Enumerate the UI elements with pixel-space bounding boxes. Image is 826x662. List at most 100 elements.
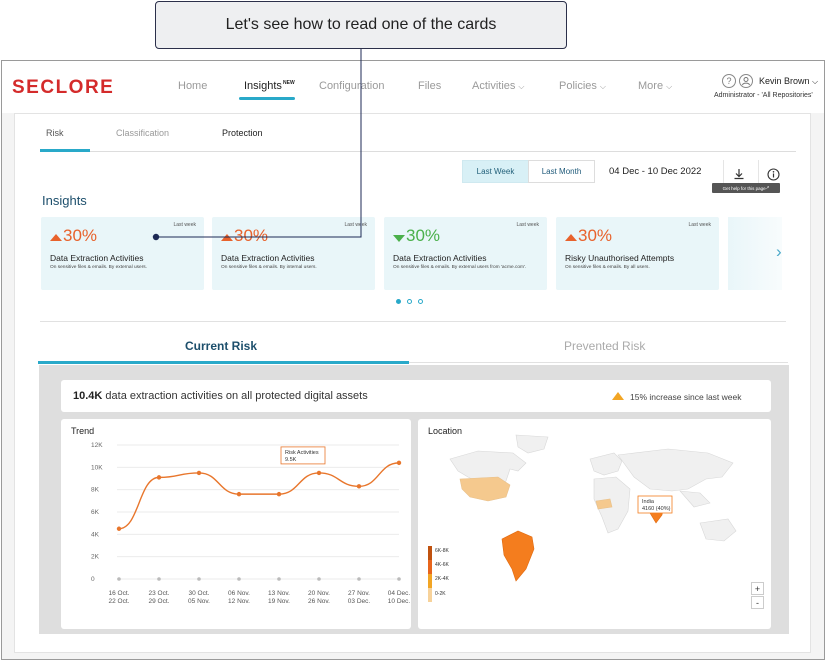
card-subtitle: On sensitive files & emails. By external…: [393, 265, 527, 270]
summary-description: data extraction activities on all protec…: [105, 390, 368, 402]
chart-tooltip-value: 9.5K: [285, 457, 297, 463]
risk-panel: 10.4K data extraction activities on all …: [39, 365, 789, 634]
carousel-dot[interactable]: [407, 299, 412, 304]
region-low[interactable]: [595, 498, 613, 510]
nav-more[interactable]: More ⌵: [638, 80, 672, 92]
carousel-dot[interactable]: [396, 299, 401, 304]
top-navigation: SECLORE Home Insights NEW Configuration …: [2, 61, 824, 113]
nav-configuration[interactable]: Configuration: [319, 80, 385, 92]
trend-panel: Trend 0 2K 4K 6K 8K 10K 12K 16 Oct. 22 Oct. 23 Oc…: [61, 419, 411, 629]
nav-home[interactable]: Home: [178, 80, 208, 92]
y-tick-label: 4K: [91, 531, 100, 538]
card-change: 30%: [406, 226, 441, 245]
x-tick-label: 27 Nov.: [348, 590, 370, 597]
map-tooltip: [637, 495, 673, 514]
insight-card-partial: [728, 217, 782, 290]
download-icon[interactable]: [723, 160, 753, 188]
x-tick-label: 04 Dec.: [388, 590, 411, 597]
trend-chart: 0 2K 4K 6K 8K 10K 12K 16 Oct.22 Oct. 23 Oct.29 O…: [91, 442, 411, 605]
x-tick-label: 20 Nov.: [308, 590, 330, 597]
x-tick-label: 23 Oct.: [149, 590, 170, 597]
nav-policies[interactable]: Policies ⌵: [559, 80, 606, 92]
card-change: 30%: [234, 226, 269, 245]
user-name[interactable]: Kevin Brown ⌵: [759, 76, 818, 87]
card-subtitle: On sensitive files & emails. By all user…: [565, 265, 650, 270]
chevron-down-icon: ⌵: [812, 77, 819, 86]
nav-active-indicator: [239, 97, 295, 100]
new-badge: NEW: [283, 80, 295, 86]
tab-risk[interactable]: Risk: [46, 128, 64, 138]
y-tick-label: 2K: [91, 554, 100, 561]
tab-active-indicator: [38, 361, 409, 364]
x-tick-label: 06 Nov.: [228, 590, 250, 597]
tab-active-indicator: [40, 149, 90, 152]
x-axis-tick: [357, 577, 361, 581]
data-point: [156, 475, 162, 480]
carousel-dot[interactable]: [418, 299, 423, 304]
data-point: [356, 484, 362, 489]
x-tick-label: 30 Oct.: [189, 590, 210, 597]
nav-activities[interactable]: Activities ⌵: [472, 80, 524, 92]
card-period: Last week: [173, 222, 196, 228]
user-avatar-icon[interactable]: [739, 74, 753, 88]
legend-label: 6K-8K: [435, 548, 450, 554]
tab-current-risk[interactable]: Current Risk: [185, 339, 258, 353]
main-content: Risk Classification Protection Last Week…: [14, 113, 811, 653]
summary-value: 10.4K: [73, 390, 103, 402]
insight-card[interactable]: Last week 30% Risky Unauthorised Attempt…: [556, 217, 719, 290]
tab-protection[interactable]: Protection: [222, 128, 263, 138]
x-tick-label: 26 Nov.: [308, 598, 330, 605]
data-point: [396, 460, 402, 466]
location-title: Location: [428, 426, 463, 436]
divider: [409, 362, 788, 363]
legend-swatch: [428, 588, 432, 602]
info-icon[interactable]: [758, 160, 788, 188]
tab-classification[interactable]: Classification: [116, 128, 170, 138]
legend-swatch: [428, 560, 432, 574]
data-point: [276, 491, 282, 497]
nav-insights[interactable]: Insights: [244, 80, 282, 92]
date-range: 04 Dec - 10 Dec 2022: [609, 166, 702, 177]
card-title: Data Extraction Activities: [393, 253, 487, 263]
insight-card[interactable]: Last week 30% Data Extraction Activities…: [41, 217, 204, 290]
user-name-label: Kevin Brown: [759, 76, 810, 86]
x-tick-label: 19 Nov.: [268, 598, 290, 605]
location-panel: Location India 4160 (40%): [418, 419, 771, 629]
insight-card[interactable]: Last week 30% Data Extraction Activities…: [384, 217, 547, 290]
help-icon[interactable]: ?: [722, 74, 736, 88]
nav-activities-label: Activities: [472, 80, 516, 92]
y-tick-label: 8K: [91, 487, 100, 494]
period-last-month-button[interactable]: Last Month: [528, 160, 595, 183]
x-tick-label: 03 Dec.: [348, 598, 371, 605]
carousel-dots: [396, 299, 423, 304]
insight-card[interactable]: Last week 30% Data Extraction Activities…: [212, 217, 375, 290]
insights-heading: Insights: [42, 193, 87, 208]
y-tick-label: 12K: [91, 442, 103, 449]
zoom-in-button[interactable]: +: [751, 582, 764, 595]
trend-title: Trend: [71, 426, 95, 436]
x-tick-label: 12 Nov.: [228, 598, 250, 605]
card-title: Data Extraction Activities: [221, 253, 315, 263]
nav-files[interactable]: Files: [418, 80, 442, 92]
map-land: [449, 434, 737, 542]
world-map[interactable]: India 4160 (40%) 6K-8K 4K-6K 2K-4K 0-2K: [418, 419, 771, 629]
trend-up-icon: [565, 234, 577, 241]
trend-up-icon: [50, 234, 62, 241]
chevron-down-icon: ⌵: [599, 82, 606, 91]
y-tick-label: 6K: [91, 509, 100, 516]
x-tick-label: 10 Dec.: [388, 598, 411, 605]
usa-region[interactable]: [459, 476, 511, 502]
card-title: Data Extraction Activities: [50, 253, 144, 263]
x-axis-tick: [157, 577, 161, 581]
chevron-right-icon[interactable]: ›: [776, 242, 782, 261]
seclore-logo: SECLORE: [12, 77, 115, 98]
brazil-region[interactable]: [501, 530, 535, 582]
user-role: Administrator - 'All Repositories': [714, 92, 813, 99]
zoom-out-button[interactable]: -: [751, 596, 764, 609]
data-point: [236, 491, 242, 497]
period-last-week-button[interactable]: Last Week: [462, 160, 529, 183]
tab-prevented-risk[interactable]: Prevented Risk: [564, 339, 646, 353]
legend-label: 4K-6K: [435, 562, 450, 568]
card-period: Last week: [688, 222, 711, 228]
x-axis-tick: [397, 577, 401, 581]
